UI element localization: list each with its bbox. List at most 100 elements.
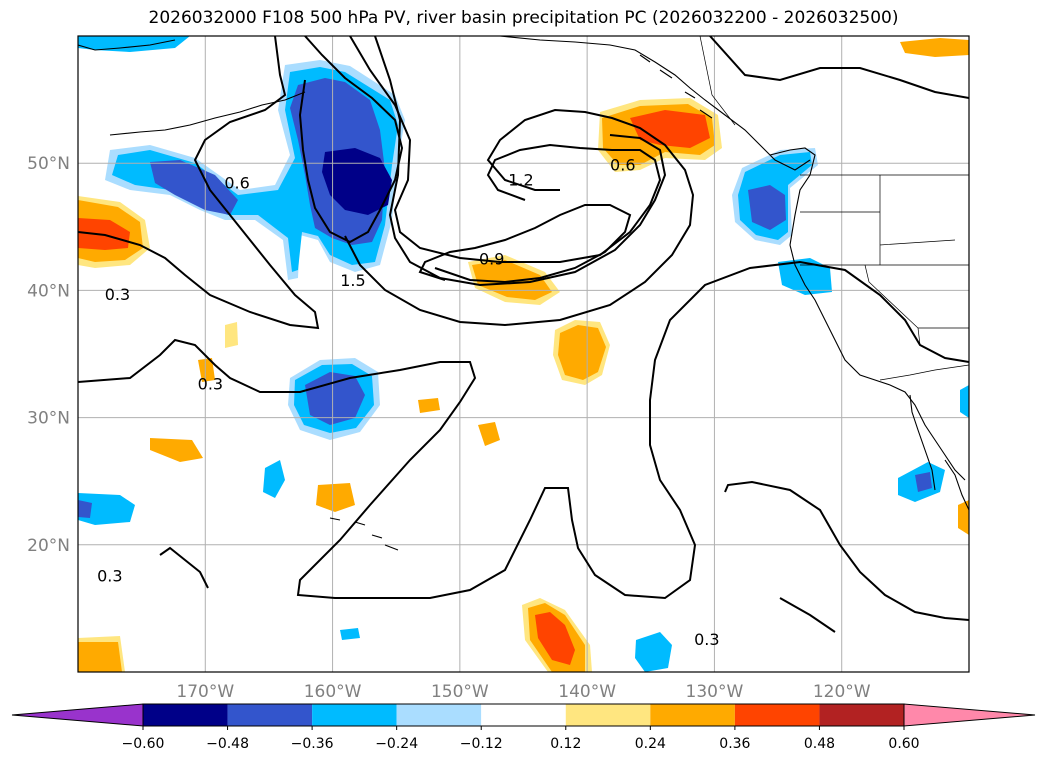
colorbar-segment [565, 704, 651, 726]
negative-anomaly-blue-2 [150, 160, 238, 215]
lat-tick-label: 50°N [27, 154, 70, 174]
colorbar-segment [819, 704, 904, 726]
colorbar-tick-label: −0.36 [291, 736, 334, 752]
colorbar-tick-label: 0.60 [888, 736, 919, 752]
gulf-alaska-islands [639, 54, 713, 119]
colorbar: −0.60 −0.48 −0.36 −0.24 −0.12 0.12 0.24 0.36 0.4… [11, 703, 1036, 752]
political-borders [699, 36, 969, 381]
lon-tick-label: 140°W [558, 682, 616, 702]
negative-anomaly-topleft [78, 36, 190, 52]
negative-anomaly-coast-3 [748, 185, 786, 230]
baja-peninsula [909, 394, 936, 491]
lat-tick-label: 30°N [27, 409, 70, 429]
lon-tick-label: 170°W [176, 682, 234, 702]
mexico-border [879, 364, 969, 381]
lon-tick-label: 130°W [686, 682, 744, 702]
contour-label: 1.2 [508, 171, 533, 190]
negative-anomaly-west-2 [78, 500, 92, 518]
colorbar-tick-label: 0.24 [635, 736, 666, 752]
mexico-coast [944, 459, 969, 511]
state-borders-north [800, 175, 969, 266]
colorbar-segment [481, 704, 566, 726]
positive-anomaly-baja-edge [958, 500, 969, 535]
hawaii-islands [329, 517, 399, 551]
pv-contour-0.6-trough [298, 36, 404, 244]
colorbar-over-extension [903, 703, 1036, 727]
negative-anomaly-south-2 [340, 628, 360, 640]
us-west-coast [789, 244, 966, 481]
colorbar-segment [734, 704, 820, 726]
map-panel [78, 36, 969, 672]
negative-anomaly-small [263, 460, 285, 498]
colorbar-frame [142, 703, 905, 727]
contour-label: 0.6 [610, 155, 635, 174]
lon-tick-label: 160°W [304, 682, 362, 702]
latitude-labels: 20°N 30°N 40°N 50°N [27, 154, 70, 556]
contour-label: 0.3 [97, 566, 122, 585]
pv-contour-0.9 [349, 36, 662, 263]
positive-anomaly-south-3 [535, 612, 575, 665]
pv-contour-1.2 [374, 36, 667, 287]
positive-anomaly-sw-2 [78, 642, 122, 672]
map-frame [77, 35, 970, 673]
contour-label: 0.3 [198, 374, 223, 393]
colorbar-segment [396, 704, 482, 726]
positive-anomaly-small-6 [478, 422, 500, 446]
pv-contour-outer [344, 108, 695, 327]
negative-anomaly-west [78, 493, 135, 525]
contour-label: 0.3 [694, 630, 719, 649]
contour-label: 0.6 [224, 173, 249, 192]
negative-anomaly-edge [960, 385, 969, 418]
colorbar-tick-label: 0.36 [719, 736, 750, 752]
pv-contour-1.5 [418, 204, 632, 284]
lon-tick-label: 150°W [431, 682, 489, 702]
colorbar-tick-label: 0.48 [804, 736, 835, 752]
pv-contour-0.3-west [78, 36, 320, 330]
negative-anomaly-baja-2 [915, 472, 932, 492]
arctic-coast [78, 39, 176, 51]
contour-label: 0.9 [479, 250, 504, 269]
pv-contour-0.3-central [78, 260, 969, 600]
pv-contour-0.3-south [724, 480, 969, 621]
negative-anomaly-central-3 [305, 372, 365, 425]
state-borders-south [864, 264, 969, 346]
colorbar-segment [650, 704, 735, 726]
contour-labels: 0.6 0.3 0.3 0.3 1.5 1.2 0.9 0.6 0.3 [97, 155, 719, 648]
negative-anomaly-south [635, 632, 672, 672]
positive-anomaly-small-1 [316, 483, 355, 512]
positive-anomaly-gulf-3 [630, 110, 710, 148]
contour-label: 1.5 [340, 271, 365, 290]
positive-anomaly-small-5 [418, 398, 440, 413]
colorbar-segment [312, 704, 397, 726]
colorbar-tick-label: −0.60 [122, 736, 165, 752]
colorbar-segment [143, 704, 228, 726]
positive-anomaly-small-4 [225, 322, 238, 348]
bc-coast [769, 147, 816, 246]
map-title: 2026032000 F108 500 hPa PV, river basin … [148, 8, 899, 28]
colorbar-tick-label: −0.24 [375, 736, 418, 752]
contour-label: 0.3 [105, 285, 130, 304]
colorbar-under-extension [11, 703, 144, 727]
negative-anomaly-navy [322, 148, 392, 215]
coastlines [78, 36, 969, 551]
lat-tick-label: 40°N [27, 281, 70, 301]
negative-anomaly-california [778, 258, 832, 295]
positive-anomaly-small-2 [150, 438, 203, 462]
colorbar-tick-label: −0.48 [206, 736, 249, 752]
pv-contour-0.3-south-2 [779, 597, 836, 633]
lat-tick-label: 20°N [27, 536, 70, 556]
pv-contours [78, 36, 969, 633]
colorbar-segment [227, 704, 313, 726]
positive-anomaly-small-3 [198, 358, 215, 382]
precip-shading [78, 36, 969, 672]
lon-tick-label: 120°W [813, 682, 871, 702]
positive-anomaly-subtropical-2 [558, 325, 606, 380]
colorbar-tick-label: 0.12 [550, 736, 581, 752]
pv-contour-0.3-east [709, 36, 969, 99]
longitude-labels: 170°W 160°W 150°W 140°W 130°W 120°W [176, 682, 870, 702]
pv-contour-0.3-sw [159, 546, 209, 589]
canada-alaska-border [699, 36, 736, 126]
positive-anomaly-ne [900, 38, 969, 57]
colorbar-tick-label: −0.12 [460, 736, 503, 752]
